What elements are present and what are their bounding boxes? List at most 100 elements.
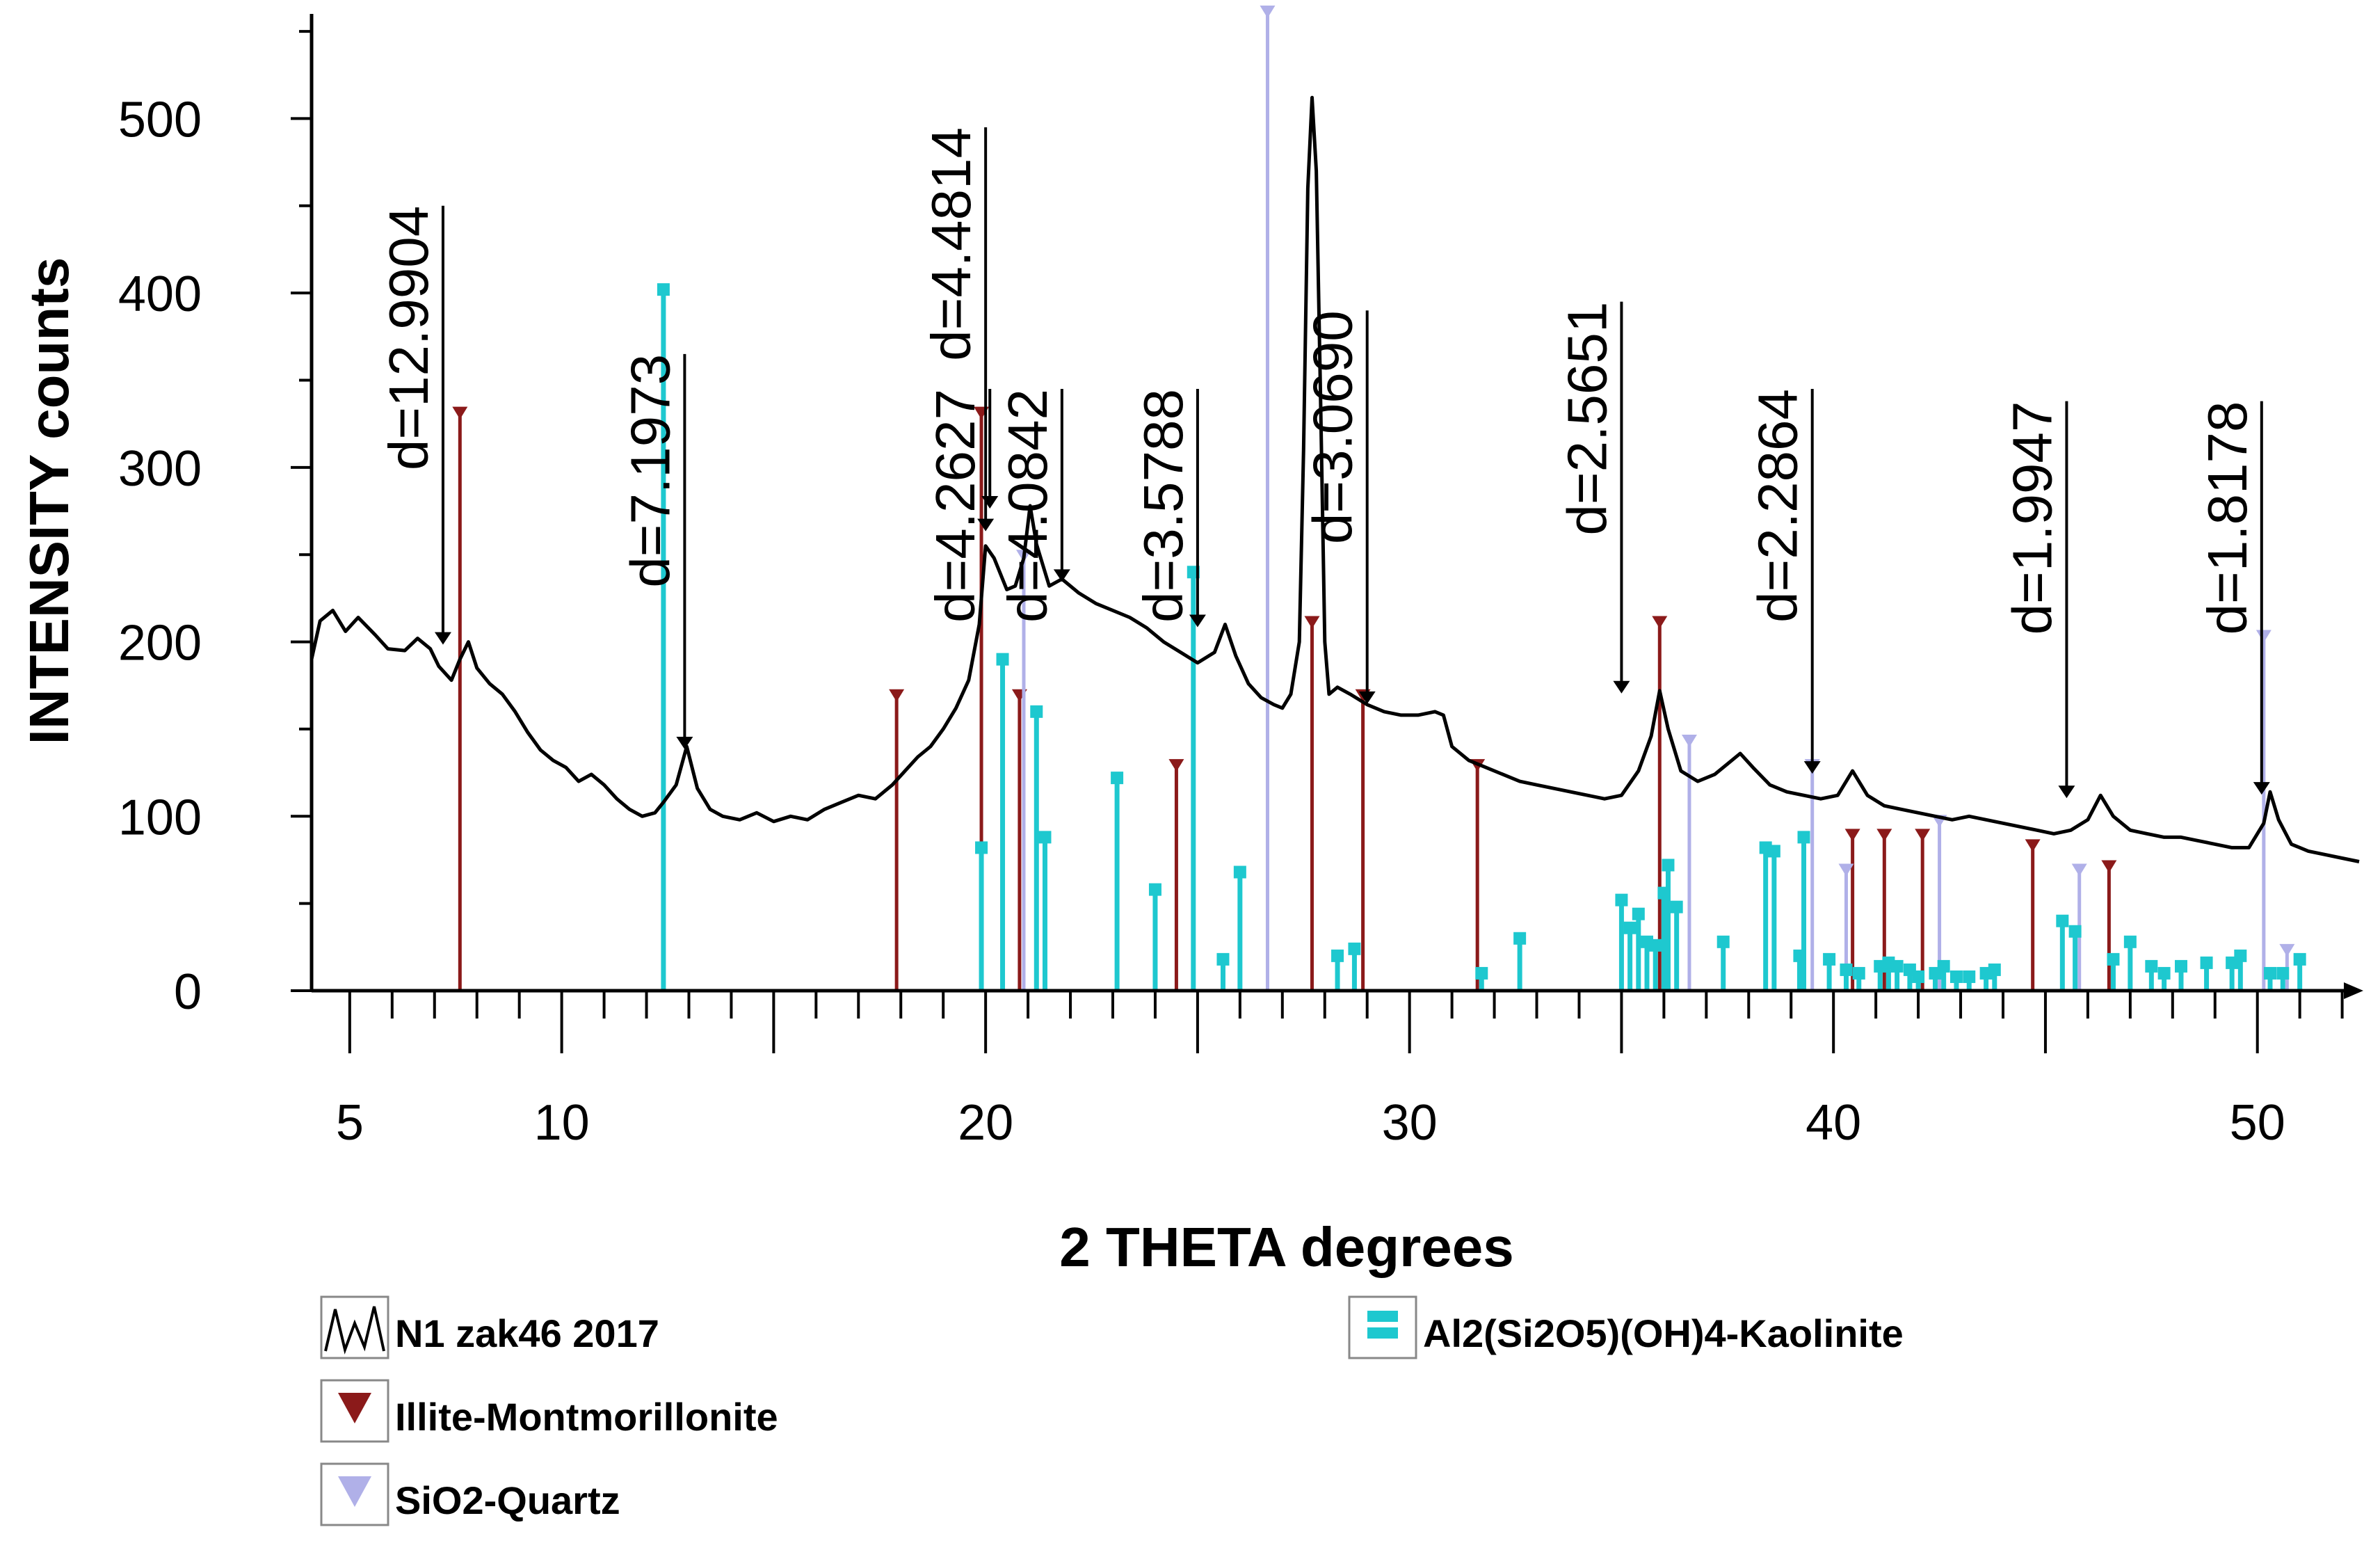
al2-si2o5-oh-4-kaolinite-marker — [2264, 966, 2276, 980]
x-axis-arrow — [2344, 982, 2363, 999]
legend-triangle-swatch — [338, 1393, 371, 1423]
d-spacing-label: d=7.1973 — [619, 354, 681, 588]
d-spacing-label: d=4.0842 — [997, 389, 1059, 623]
al2-si2o5-oh-4-kaolinite-marker — [1988, 963, 2001, 976]
sio2-quartz-marker — [2071, 863, 2087, 877]
legend: N1 zak46 2017 Al2(Si2O5)(OH)4-Kaolinite Il… — [320, 1295, 1904, 1526]
x-tick-label: 5 — [336, 1095, 364, 1151]
al2-si2o5-oh-4-kaolinite-marker — [1649, 939, 1662, 952]
al2-si2o5-oh-4-kaolinite-marker — [2145, 959, 2158, 973]
pattern-line — [309, 95, 2360, 863]
sio2-quartz-marker — [1838, 863, 1854, 877]
legend-square-swatch — [1367, 1327, 1398, 1339]
al2-si2o5-oh-4-kaolinite-marker — [1038, 831, 1052, 844]
d-spacing-label: d=2.2864 — [1747, 389, 1809, 623]
al2-si2o5-oh-4-kaolinite-marker — [1937, 959, 1950, 973]
al2-si2o5-oh-4-kaolinite-marker — [1615, 893, 1628, 907]
illite-montmorillonite-marker — [2025, 839, 2041, 852]
legend-label: N1 zak46 2017 — [395, 1311, 659, 1355]
d-spacing-marker — [1358, 691, 1376, 704]
y-tick-label: 300 — [118, 441, 202, 497]
sio2-quartz-marker — [1681, 734, 1697, 747]
al2-si2o5-oh-4-kaolinite-marker — [1840, 963, 1853, 976]
d-spacing-marker — [2253, 782, 2270, 795]
al2-si2o5-oh-4-kaolinite-marker — [2056, 914, 2069, 927]
al2-si2o5-oh-4-kaolinite-marker — [1767, 845, 1780, 858]
d-spacing-label: d=4.4814 — [920, 127, 982, 361]
al2-si2o5-oh-4-kaolinite-marker — [1233, 865, 1246, 879]
x-tick-label: 30 — [1382, 1095, 1438, 1151]
legend-label: Al2(Si2O5)(OH)4-Kaolinite — [1423, 1311, 1904, 1355]
d-spacing-marker — [434, 632, 451, 645]
d-spacing-marker — [676, 737, 693, 749]
d-spacing-label: d=4.2627 — [924, 389, 986, 623]
axes — [309, 14, 2363, 999]
legend-label: Illite-Montmorillonite — [395, 1395, 778, 1439]
d-spacing-layer: d=12.9904 d=7.1973 d=4.4814 d=4.2627 d=4.084… — [378, 127, 2270, 799]
d-spacing-label: d=12.9904 — [378, 206, 440, 470]
x-tick-label: 20 — [958, 1095, 1013, 1151]
illite-montmorillonite-marker — [1876, 829, 1892, 842]
al2-si2o5-oh-4-kaolinite-marker — [1148, 883, 1161, 896]
sio2-quartz-marker — [2256, 630, 2272, 643]
legend-swatch-box — [320, 1379, 389, 1443]
al2-si2o5-oh-4-kaolinite-marker — [657, 283, 670, 296]
al2-si2o5-oh-4-kaolinite-marker — [1111, 772, 1124, 785]
al2-si2o5-oh-4-kaolinite-marker — [1623, 921, 1637, 934]
sio2-quartz-marker — [2279, 943, 2295, 957]
al2-si2o5-oh-4-kaolinite-marker — [1331, 949, 1344, 962]
illite-montmorillonite-marker — [2101, 860, 2117, 873]
al2-si2o5-oh-4-kaolinite-marker — [1890, 959, 1904, 973]
al2-si2o5-oh-4-kaolinite-marker — [975, 841, 988, 854]
legend-line-swatch — [324, 1306, 385, 1355]
x-tick-label: 40 — [1806, 1095, 1861, 1151]
x-tick-label: 50 — [2230, 1095, 2285, 1151]
d-spacing-marker — [1053, 569, 1070, 582]
al2-si2o5-oh-4-kaolinite-marker — [1912, 970, 1925, 983]
al2-si2o5-oh-4-kaolinite-marker — [2293, 952, 2306, 966]
x-axis-title: 2 THETA degrees — [1059, 1216, 1514, 1278]
y-axis-title: INTENSITY counts — [18, 257, 80, 745]
al2-si2o5-oh-4-kaolinite-marker — [2175, 959, 2187, 973]
y-tick-label: 200 — [118, 616, 202, 671]
d-spacing-marker — [1803, 761, 1821, 774]
y-tick-label: 500 — [118, 92, 202, 147]
al2-si2o5-oh-4-kaolinite-marker — [1852, 966, 1865, 980]
d-spacing-marker — [1613, 680, 1630, 694]
al2-si2o5-oh-4-kaolinite-marker — [1216, 952, 1230, 966]
legend-triangle-swatch — [338, 1476, 371, 1507]
y-tick-label: 400 — [118, 266, 202, 322]
d-spacing-label: d=2.5651 — [1556, 302, 1618, 536]
al2-si2o5-oh-4-kaolinite-marker — [1513, 932, 1527, 945]
al2-si2o5-oh-4-kaolinite-marker — [1662, 859, 1675, 872]
d-spacing-label: d=1.9947 — [2001, 401, 2063, 635]
al2-si2o5-oh-4-kaolinite-marker — [1716, 935, 1730, 948]
al2-si2o5-oh-4-kaolinite-marker — [2276, 966, 2290, 980]
al2-si2o5-oh-4-kaolinite-marker — [2200, 956, 2213, 969]
d-spacing-marker — [981, 496, 999, 509]
sio2-quartz-marker — [1260, 6, 1276, 18]
illite-montmorillonite-marker — [1652, 616, 1668, 629]
al2-si2o5-oh-4-kaolinite-marker — [2107, 952, 2120, 966]
al2-si2o5-oh-4-kaolinite-marker — [2234, 949, 2247, 962]
al2-si2o5-oh-4-kaolinite-marker — [1632, 907, 1645, 920]
legend-square-swatch — [1367, 1311, 1398, 1322]
illite-montmorillonite-marker — [1844, 829, 1860, 842]
al2-si2o5-oh-4-kaolinite-marker — [996, 653, 1009, 666]
y-tick-label: 100 — [118, 790, 202, 845]
d-spacing-marker — [977, 518, 995, 532]
d-spacing-marker — [1189, 614, 1206, 628]
al2-si2o5-oh-4-kaolinite-marker — [1670, 900, 1683, 913]
legend-swatch-box — [320, 1295, 389, 1359]
al2-si2o5-oh-4-kaolinite-marker — [1963, 970, 1976, 983]
d-spacing-label: d=1.8178 — [2196, 401, 2258, 635]
illite-montmorillonite-marker — [1915, 829, 1931, 842]
al2-si2o5-oh-4-kaolinite-marker — [1823, 952, 1836, 966]
legend-label: SiO2-Quartz — [395, 1478, 620, 1522]
tick-layer: 0 100 200 300 400 500 5 10 20 30 40 50 — [118, 30, 2344, 1151]
legend-swatch-box — [1348, 1295, 1417, 1359]
pattern-layer — [309, 95, 2360, 863]
d-spacing-label: d=3.5788 — [1132, 389, 1194, 623]
al2-si2o5-oh-4-kaolinite-marker — [2123, 935, 2137, 948]
d-spacing-marker — [2058, 785, 2075, 799]
